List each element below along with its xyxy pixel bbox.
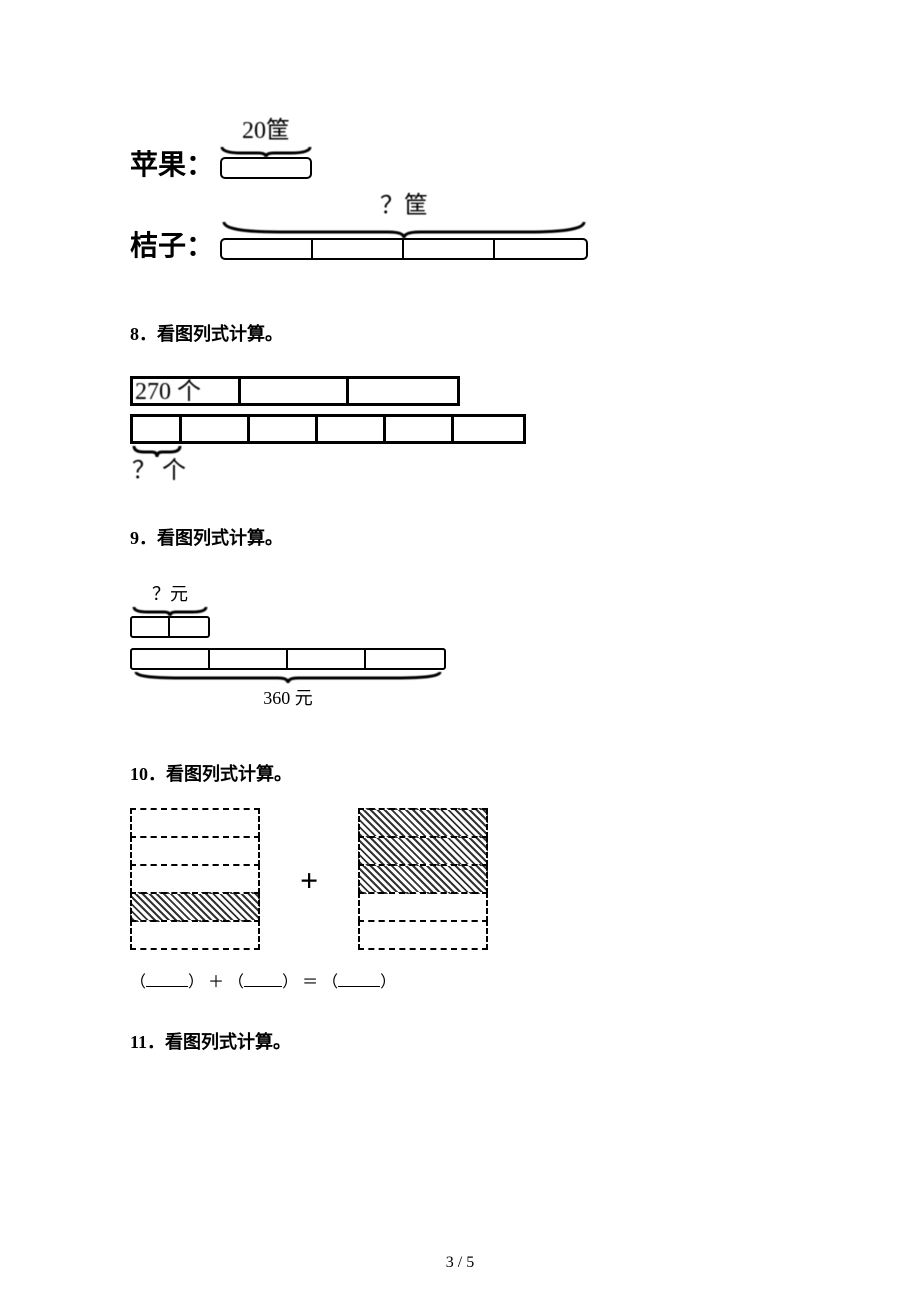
q10-cell: [130, 836, 260, 866]
paren-close: ）: [188, 974, 204, 991]
q10-cell: [130, 808, 260, 838]
apple-label: 苹果：: [130, 143, 214, 183]
q10-cell: [130, 864, 260, 894]
q7-diagram: 苹果： 20筐 桔子： ？筐: [130, 110, 790, 260]
q10-cell: [358, 892, 488, 922]
apple-brace-icon: [220, 145, 312, 157]
q10-diagram: + （ ） ＋ （ ） ＝ （ ）: [130, 810, 790, 992]
plus-sign: +: [300, 862, 318, 899]
q8-bottom-bar: [130, 414, 526, 444]
q10-cell-shaded: [358, 836, 488, 866]
q10-heading: 10．看图列式计算。: [130, 760, 790, 786]
blank-3[interactable]: [338, 973, 380, 987]
paren-open: （: [228, 974, 244, 991]
q9-bottom-bar: [130, 648, 446, 670]
apple-bar: [220, 157, 312, 179]
q10-cell-shaded: [358, 864, 488, 894]
q8-top-bar: 270 个: [130, 376, 460, 406]
q10-cell-shaded: [130, 892, 260, 922]
q10-cell-shaded: [358, 808, 488, 838]
orange-label: 桔子：: [130, 224, 214, 264]
paren-close: ）: [380, 974, 396, 991]
q8-bottom-label: ？ 个: [130, 458, 790, 484]
eq-plus: ＋: [208, 974, 224, 991]
q9-heading: 9．看图列式计算。: [130, 524, 790, 550]
page-number: 3 / 5: [0, 1254, 920, 1272]
blank-1[interactable]: [146, 973, 188, 987]
q9-bottom-brace-icon: [130, 670, 446, 684]
orange-brace-icon: [220, 220, 588, 238]
q10-right-box: [358, 810, 488, 950]
q8-top-label: 270 个: [133, 379, 201, 405]
q9-top-bar: [130, 616, 210, 638]
orange-value: ？筐: [380, 185, 428, 220]
q9-top-label: ？元: [130, 580, 210, 606]
q9-diagram: ？元 360 元: [130, 580, 790, 710]
blank-2[interactable]: [244, 973, 282, 987]
q8-bottom-brace-icon: [128, 444, 188, 458]
q8-diagram: 270 个 ？ 个: [130, 376, 790, 484]
q9-bottom-label: 360 元: [130, 684, 446, 710]
page-container: 苹果： 20筐 桔子： ？筐: [0, 0, 920, 1302]
apple-value: 20筐: [220, 110, 312, 145]
q10-cell: [130, 920, 260, 950]
paren-open: （: [322, 974, 338, 991]
orange-bar: [220, 238, 588, 260]
paren-open: （: [130, 974, 146, 991]
q8-heading: 8．看图列式计算。: [130, 320, 790, 346]
paren-close: ）: [282, 974, 298, 991]
q11-heading: 11．看图列式计算。: [130, 1028, 790, 1054]
q10-cell: [358, 920, 488, 950]
q9-top-brace-icon: [130, 606, 210, 616]
q10-left-box: [130, 810, 260, 950]
eq-eq: ＝: [302, 974, 318, 991]
q10-equation: （ ） ＋ （ ） ＝ （ ）: [130, 968, 790, 992]
